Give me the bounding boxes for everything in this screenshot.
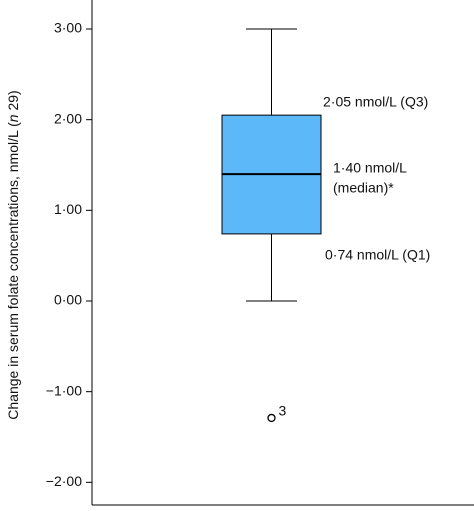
y-tick-label: −1·00 [46,382,82,398]
y-tick-label: 3·00 [54,20,82,36]
outlier-label: 3 [279,403,287,419]
y-label-part: 29) [5,90,21,114]
y-tick-label: 1·00 [54,201,82,217]
y-tick-label: −2·00 [46,473,82,489]
y-label-part: n [5,114,21,122]
y-axis-label: Change in serum folate concentrations, n… [5,90,21,419]
annotation: 2·05 nmol/L (Q3) [323,94,428,110]
annotation: 1·40 nmol/L [333,160,407,176]
annotation: (median)* [333,180,394,196]
outlier [267,413,276,423]
y-tick-label: 2·00 [54,110,82,126]
y-tick-label: 0·00 [54,292,82,308]
y-label-part: Change in serum folate concentrations, n… [5,122,21,420]
annotation: 0·74 nmol/L (Q1) [325,247,430,263]
